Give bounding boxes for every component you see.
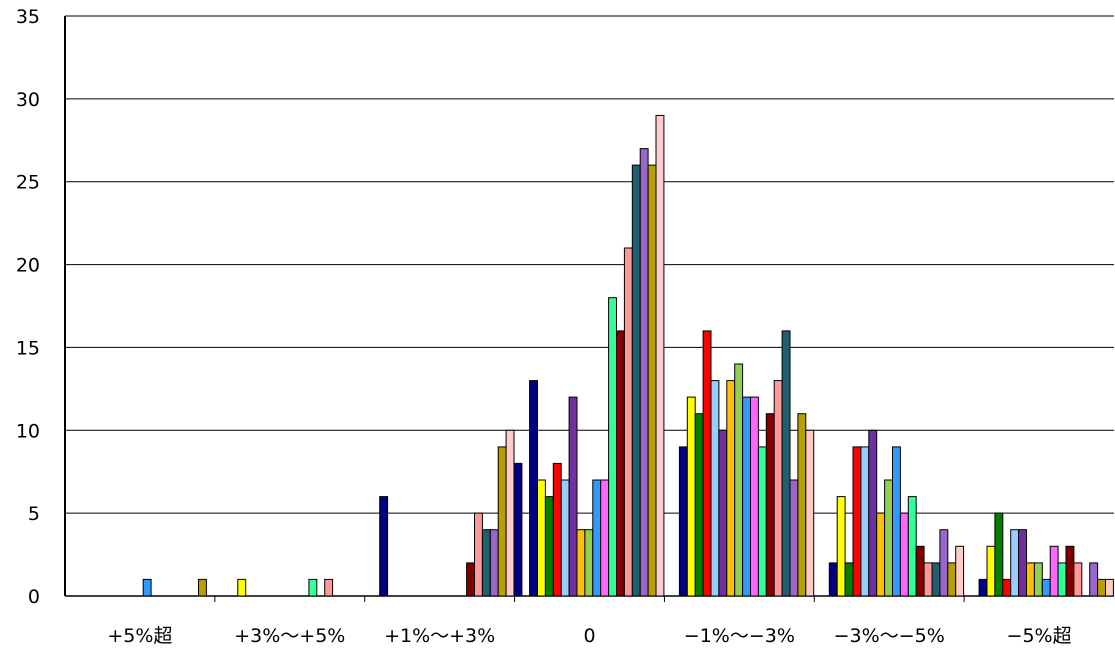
plot-area — [65, 16, 1114, 596]
bar — [899, 512, 909, 597]
x-tick-label: +3%～+5% — [234, 625, 345, 647]
bar — [616, 330, 625, 597]
bar — [324, 578, 334, 597]
bar — [773, 380, 783, 597]
bar — [939, 529, 949, 597]
bar — [931, 562, 941, 597]
bar — [789, 479, 799, 597]
y-tick-label: 30 — [16, 89, 40, 111]
bar — [142, 578, 152, 597]
bar — [1049, 545, 1059, 597]
bar — [513, 462, 523, 597]
bar — [955, 545, 965, 597]
y-tick-label: 15 — [16, 337, 40, 359]
bar — [1002, 578, 1012, 597]
bar — [647, 164, 657, 597]
bar — [198, 578, 207, 597]
bar — [1105, 578, 1114, 597]
bar — [1033, 562, 1043, 597]
x-tick-label: +1%～+3% — [384, 625, 495, 647]
bar — [994, 512, 1004, 597]
bar — [1057, 562, 1067, 597]
y-tick-label: 25 — [16, 172, 40, 194]
bar — [892, 446, 901, 597]
bar — [466, 562, 476, 597]
bar — [631, 164, 641, 597]
bar — [584, 529, 594, 597]
bar — [978, 578, 988, 597]
x-tick-label: −5%超 — [1007, 625, 1072, 647]
bar — [1018, 529, 1027, 597]
bar — [860, 446, 870, 597]
bar — [797, 413, 807, 597]
bar — [923, 562, 933, 597]
x-tick-label: 0 — [583, 625, 595, 647]
bar — [1041, 578, 1051, 597]
bar — [726, 380, 736, 597]
bar — [505, 429, 515, 597]
bar — [1097, 578, 1106, 597]
bar — [836, 496, 846, 597]
bar — [497, 446, 507, 597]
bar — [623, 247, 633, 597]
bar — [576, 529, 586, 597]
y-tick-label: 0 — [28, 586, 40, 608]
bar — [876, 512, 886, 597]
bar — [1065, 545, 1075, 597]
bar — [947, 562, 957, 597]
bar — [702, 330, 712, 597]
bar — [608, 297, 617, 597]
bar — [568, 396, 578, 597]
bar — [868, 429, 878, 597]
bar — [544, 496, 554, 597]
bar — [308, 578, 318, 597]
bar — [379, 496, 389, 597]
x-tick-label: +5%超 — [107, 625, 172, 647]
bar — [686, 396, 696, 597]
x-tick-label: −1%～−3% — [684, 625, 795, 647]
bar — [678, 446, 688, 597]
bar — [1026, 562, 1035, 597]
bar — [1010, 529, 1020, 597]
bar — [694, 413, 704, 597]
bar — [907, 496, 917, 597]
bar — [481, 529, 491, 597]
bar — [529, 380, 538, 597]
bar — [600, 479, 610, 597]
bar — [915, 545, 925, 597]
y-tick-label: 20 — [16, 255, 40, 277]
bar — [718, 429, 728, 597]
bar — [852, 446, 862, 597]
y-tick-label: 10 — [16, 420, 40, 442]
bar — [560, 479, 570, 597]
bar — [757, 446, 767, 597]
bar — [639, 148, 649, 597]
bar — [734, 363, 744, 597]
bar — [750, 396, 759, 597]
x-tick-label: −3%～−5% — [834, 625, 945, 647]
bar — [742, 396, 751, 597]
bar — [1073, 562, 1083, 597]
bar — [237, 578, 247, 597]
bar — [986, 545, 996, 597]
bar — [765, 413, 775, 597]
bar — [805, 429, 815, 597]
bar — [781, 330, 791, 597]
bar — [537, 479, 546, 597]
bar — [884, 479, 893, 597]
bar — [489, 529, 499, 597]
bar — [655, 114, 665, 597]
bar — [828, 562, 838, 597]
bar — [844, 562, 854, 597]
bar — [552, 462, 562, 597]
bar — [474, 512, 483, 597]
bar — [1089, 562, 1099, 597]
bar — [592, 479, 602, 597]
y-tick-label: 5 — [28, 503, 40, 525]
y-tick-label: 35 — [16, 6, 40, 28]
bar — [710, 380, 720, 597]
